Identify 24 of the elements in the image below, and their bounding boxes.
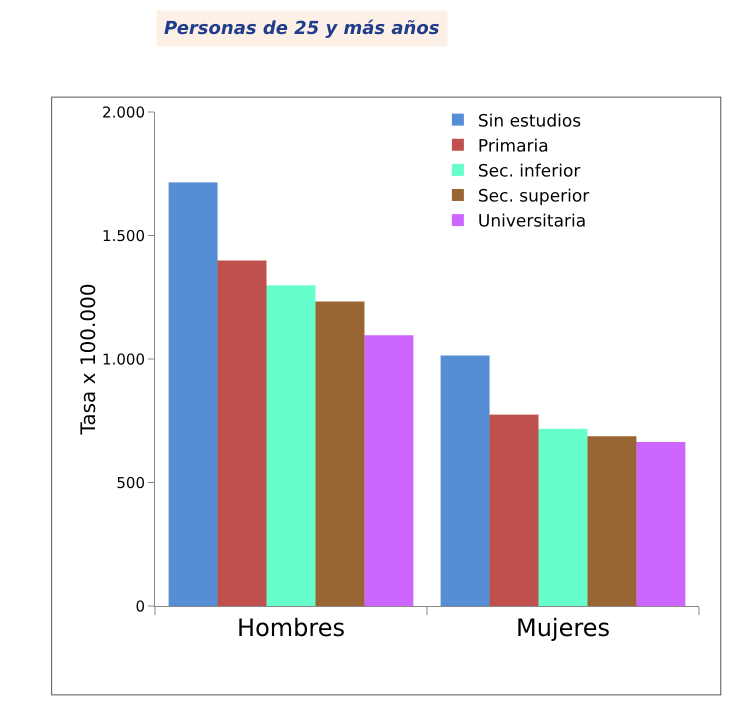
y-tick-label: 0	[135, 597, 145, 616]
legend-label: Sec. superior	[478, 186, 590, 207]
bar	[315, 301, 364, 606]
bar	[218, 260, 267, 606]
legend-label: Universitaria	[478, 212, 586, 232]
legend-label: Sec. inferior	[478, 162, 580, 182]
x-tick-label: Mujeres	[516, 614, 610, 642]
y-tick-label: 1.500	[102, 226, 145, 245]
bar	[490, 414, 539, 606]
bar	[440, 356, 490, 606]
legend-label: Sin estudios	[478, 111, 582, 132]
bar	[538, 428, 588, 606]
y-axis-title: Tasa x 100.000	[76, 283, 100, 436]
bar	[266, 285, 316, 606]
y-tick-label: 2.000	[102, 103, 145, 122]
chart-title: Personas de 25 y más años	[164, 18, 440, 39]
bar	[168, 182, 218, 606]
bar	[587, 436, 636, 606]
x-tick-label: Hombres	[237, 614, 345, 642]
legend-label: Primaria	[478, 136, 549, 156]
bar	[636, 442, 686, 606]
y-tick-label: 1.000	[102, 350, 145, 368]
bar	[364, 335, 414, 606]
y-tick-label: 500	[116, 474, 145, 492]
